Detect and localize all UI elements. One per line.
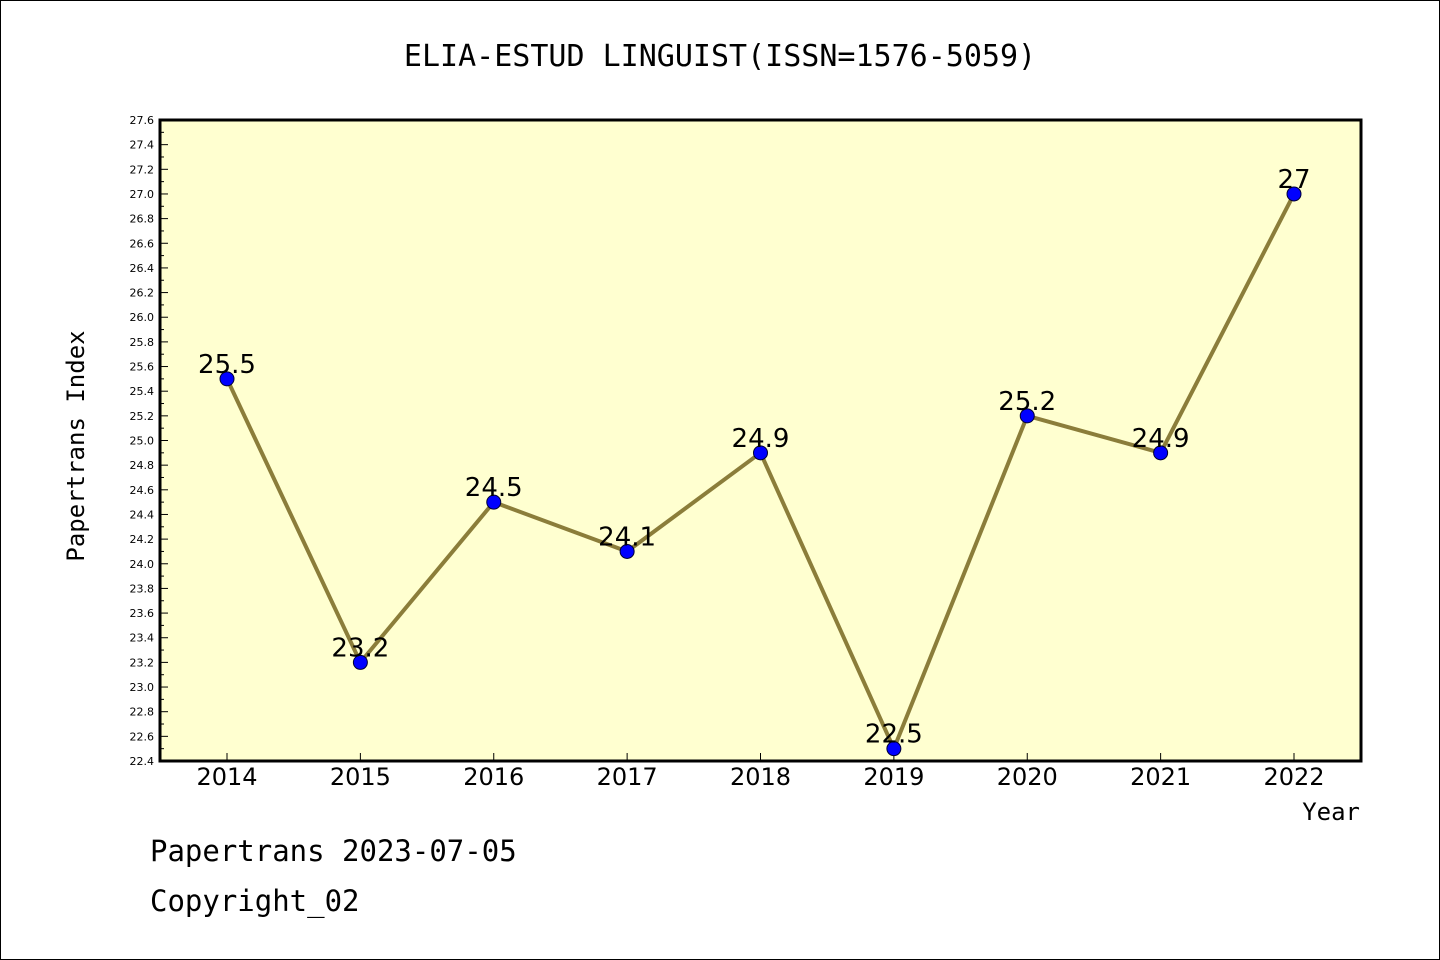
y-tick-label: 24.6 xyxy=(130,484,155,497)
x-tick-label: 2018 xyxy=(730,763,791,791)
data-point xyxy=(1019,408,1035,424)
y-axis-ticks: 22.4 22.6 22.8 23.0 23.2 23.4 23.6 23.8 24.0 24.2… xyxy=(130,114,168,768)
data-point xyxy=(619,543,635,559)
x-tick-label: 2015 xyxy=(330,763,391,791)
footer-copyright: Copyright_02 xyxy=(150,884,360,918)
x-tick-label: 2022 xyxy=(1263,763,1324,791)
y-tick-label: 24.0 xyxy=(130,558,155,571)
x-tick-label: 2019 xyxy=(863,763,924,791)
y-tick-label: 26.0 xyxy=(130,311,155,324)
x-tick-label: 2014 xyxy=(196,763,257,791)
data-label: 25.5 xyxy=(198,350,256,380)
y-tick-label: 23.8 xyxy=(130,582,155,595)
series-layer xyxy=(219,186,1302,757)
data-point xyxy=(352,654,368,670)
data-label: 23.2 xyxy=(331,633,389,663)
y-tick-label: 27.6 xyxy=(130,114,155,127)
y-tick-label: 26.6 xyxy=(130,237,155,250)
y-tick-label: 24.4 xyxy=(130,508,155,521)
y-tick-label: 24.2 xyxy=(130,533,155,546)
chart-title: ELIA-ESTUD LINGUIST(ISSN=1576-5059) xyxy=(404,39,1036,74)
data-point xyxy=(219,371,235,387)
data-label: 24.9 xyxy=(1132,424,1190,454)
plot-area xyxy=(158,118,1363,763)
data-point xyxy=(1286,186,1302,202)
y-tick-label: 26.2 xyxy=(130,287,155,300)
y-tick-label: 27.2 xyxy=(130,163,155,176)
y-tick-label: 24.8 xyxy=(130,459,155,472)
data-point xyxy=(486,494,502,510)
data-label: 24.1 xyxy=(598,522,656,552)
y-tick-label: 26.8 xyxy=(130,213,155,226)
y-tick-label: 25.8 xyxy=(130,336,155,349)
data-label: 25.2 xyxy=(998,387,1056,417)
y-tick-label: 23.4 xyxy=(130,632,155,645)
y-tick-label: 25.2 xyxy=(130,410,155,423)
x-axis-ticks: 2014 2015 2016 2017 2018 2019 2020 2021 2022 xyxy=(196,753,1325,791)
data-point xyxy=(753,445,768,461)
y-tick-label: 25.6 xyxy=(130,361,155,374)
data-point xyxy=(886,741,902,757)
y-tick-label: 27.0 xyxy=(130,188,155,201)
y-tick-label: 25.4 xyxy=(130,385,155,398)
y-tick-label: 22.6 xyxy=(130,730,155,743)
y-tick-label: 23.6 xyxy=(130,607,155,620)
x-tick-label: 2016 xyxy=(463,763,524,791)
x-tick-label: 2017 xyxy=(597,763,658,791)
y-tick-label: 25.0 xyxy=(130,435,155,448)
x-axis-title: Year xyxy=(1302,798,1360,826)
data-labels-layer: 25.5 23.2 24.5 24.1 24.9 22.5 25.2 24.9 27 xyxy=(198,165,1310,750)
footer-date: Papertrans 2023-07-05 xyxy=(150,834,517,868)
data-label: 22.5 xyxy=(865,720,923,750)
y-tick-label: 23.2 xyxy=(130,656,155,669)
y-tick-label: 23.0 xyxy=(130,681,155,694)
data-label: 27 xyxy=(1277,165,1310,195)
y-tick-label: 26.4 xyxy=(130,262,155,275)
y-tick-label: 22.4 xyxy=(130,755,155,768)
y-tick-label: 22.8 xyxy=(130,706,155,719)
y-axis-title: Papertrans Index xyxy=(62,330,90,561)
x-tick-label: 2021 xyxy=(1130,763,1191,791)
x-tick-label: 2020 xyxy=(997,763,1058,791)
y-tick-label: 27.4 xyxy=(130,139,155,152)
data-label: 24.5 xyxy=(465,473,523,503)
data-label: 24.9 xyxy=(732,424,790,454)
data-point xyxy=(1153,445,1169,461)
